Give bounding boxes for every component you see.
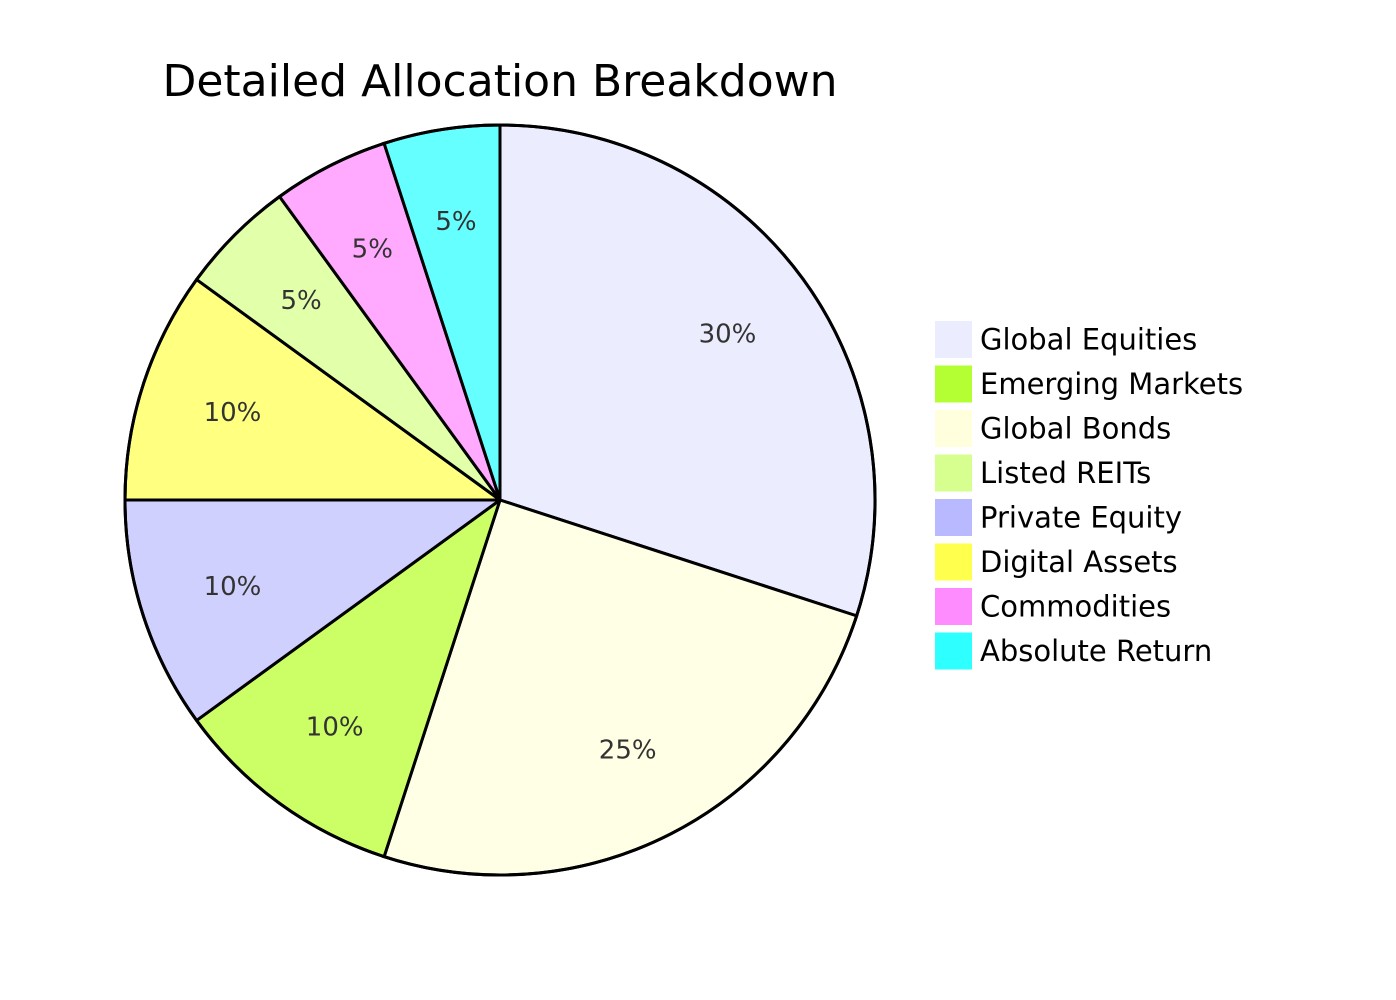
- legend-swatch-global-equities: [935, 321, 972, 358]
- pie-outline: [123, 123, 877, 877]
- pie-label-listed-reits: 5%: [280, 286, 321, 316]
- legend-swatch-private-equity: [935, 499, 972, 536]
- pie-label-commodities: 5%: [352, 234, 393, 264]
- pie-percent-labels: 30% 25% 10% 10% 10% 5% 5% 5%: [204, 207, 757, 765]
- legend-swatch-emerging-markets: [935, 365, 972, 403]
- legend-swatch-commodities: [935, 588, 972, 625]
- legend-label-listed-reits: Listed REITs: [980, 456, 1151, 490]
- legend-label-absolute-return: Absolute Return: [980, 634, 1212, 668]
- legend-label-private-equity: Private Equity: [980, 501, 1182, 535]
- legend-label-commodities: Commodities: [980, 590, 1171, 624]
- legend-swatch-absolute-return: [935, 632, 972, 670]
- pie-label-global-bonds: 25%: [599, 736, 657, 766]
- legend-swatch-digital-assets: [935, 543, 972, 581]
- legend-label-digital-assets: Digital Assets: [980, 545, 1178, 579]
- pie-label-global-equities: 30%: [699, 320, 757, 350]
- chart-legend: Global Equities Emerging Markets Global Bo…: [935, 321, 1243, 670]
- legend-label-global-bonds: Global Bonds: [980, 412, 1171, 446]
- legend-label-emerging-markets: Emerging Markets: [980, 367, 1243, 401]
- legend-swatch-global-bonds: [935, 410, 972, 447]
- pie-label-digital-assets: 10%: [204, 398, 262, 428]
- pie-label-emerging-markets: 10%: [306, 713, 364, 743]
- pie-label-absolute-return: 5%: [435, 207, 476, 237]
- legend-label-global-equities: Global Equities: [980, 323, 1197, 357]
- chart-title: Detailed Allocation Breakdown: [162, 56, 837, 107]
- pie-slices: [123, 123, 877, 877]
- pie-label-private-equity: 10%: [204, 572, 262, 602]
- legend-swatch-listed-reits: [935, 454, 972, 492]
